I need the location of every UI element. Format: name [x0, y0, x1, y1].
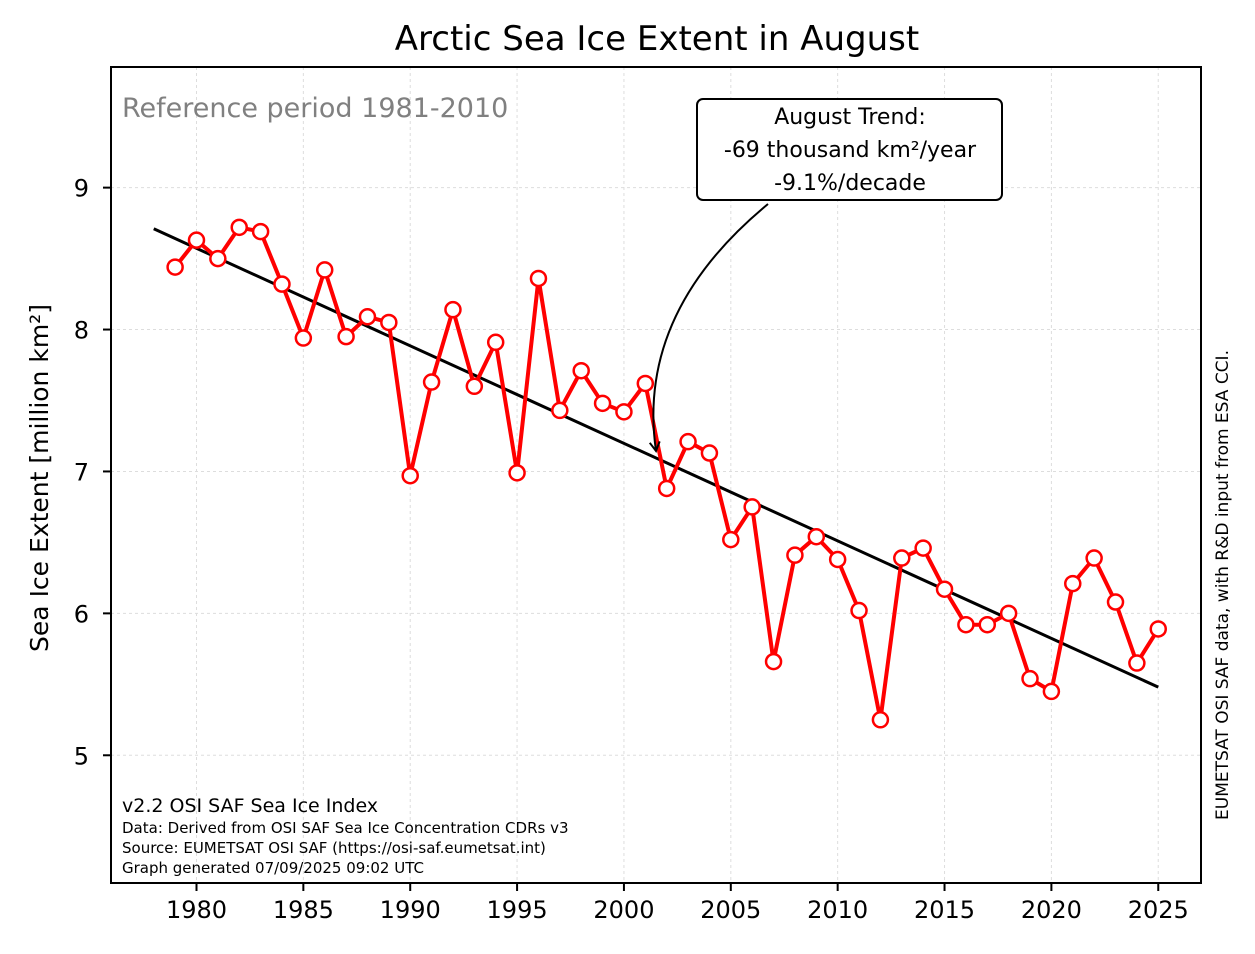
- y-tick-label-7: 7: [74, 458, 89, 486]
- footer-line-data: Data: Derived from OSI SAF Sea Ice Conce…: [122, 819, 569, 837]
- data-point-1983: [251, 222, 270, 241]
- x-tick-label-1985: 1985: [273, 896, 334, 924]
- data-point-2009: [807, 527, 826, 546]
- data-point-2020: [1042, 682, 1061, 701]
- data-point-1996: [529, 269, 548, 288]
- data-point-2008: [786, 546, 804, 564]
- x-tick-label-2025: 2025: [1128, 896, 1189, 924]
- data-point-2004: [700, 444, 719, 462]
- data-point-2005: [722, 530, 740, 549]
- data-point-2012: [871, 711, 890, 729]
- data-point-1998: [572, 361, 590, 380]
- data-point-1982: [230, 218, 248, 237]
- y-tick-label-8: 8: [74, 317, 89, 345]
- data-point-2023: [1106, 593, 1125, 611]
- x-tick-label-2020: 2020: [1021, 896, 1082, 924]
- x-tick-label-2005: 2005: [700, 896, 761, 924]
- series-line-0: [173, 225, 1160, 722]
- footer-line-generated: Graph generated 07/09/2025 09:02 UTC: [122, 859, 424, 877]
- data-point-2010: [828, 550, 847, 569]
- grid-lines: [111, 67, 1201, 883]
- x-tick-label-2015: 2015: [914, 896, 975, 924]
- trend-layer: [153, 227, 1159, 689]
- footer-line-source: Source: EUMETSAT OSI SAF (https://osi-sa…: [122, 839, 546, 857]
- series-layer: [166, 218, 1168, 729]
- data-point-1997: [551, 401, 569, 420]
- data-point-2003: [679, 432, 697, 451]
- data-point-1989: [380, 313, 398, 332]
- side-note: EUMETSAT OSI SAF data, with R&D input fr…: [1213, 350, 1233, 820]
- data-point-2002: [657, 479, 676, 498]
- x-tick-label-1980: 1980: [166, 896, 227, 924]
- x-tick-label-2010: 2010: [807, 896, 868, 924]
- footer-notes: v2.2 OSI SAF Sea Ice Index Data: Derived…: [122, 795, 569, 877]
- y-tick-label-9: 9: [74, 175, 89, 203]
- data-point-1992: [444, 300, 462, 319]
- data-point-1987: [337, 327, 355, 346]
- data-point-1999: [593, 394, 612, 413]
- data-point-2001: [636, 374, 655, 393]
- annotation-line-1: -69 thousand km²/year: [724, 138, 977, 163]
- x-tick-label-1995: 1995: [487, 896, 548, 924]
- trend-annotation: August Trend: -69 thousand km²/year -9.1%/…: [653, 98, 1003, 451]
- plot-frame: [110, 66, 1202, 884]
- data-point-2011: [850, 601, 868, 620]
- x-tick-label-1990: 1990: [380, 896, 441, 924]
- annotation-line-2: -9.1%/decade: [774, 171, 926, 196]
- footer-main: v2.2 OSI SAF Sea Ice Index: [122, 795, 378, 817]
- data-point-1990: [401, 466, 419, 485]
- data-point-1993: [465, 377, 484, 396]
- trend-line: [153, 227, 1159, 689]
- data-point-2006: [743, 498, 761, 516]
- data-point-2024: [1128, 654, 1146, 672]
- x-tick-label-2000: 2000: [593, 896, 654, 924]
- y-axis-label: Sea Ice Extent [million km²]: [25, 304, 54, 652]
- data-point-2022: [1085, 549, 1103, 567]
- data-point-2014: [914, 539, 932, 557]
- annotation-arrow: [653, 203, 769, 451]
- data-point-2013: [893, 549, 911, 567]
- data-point-1981: [209, 249, 227, 268]
- data-point-2019: [1021, 669, 1039, 688]
- data-point-1986: [315, 261, 334, 279]
- y-tick-label-5: 5: [74, 742, 89, 770]
- data-point-1994: [486, 333, 505, 352]
- data-point-1995: [508, 464, 526, 482]
- data-point-1988: [358, 308, 377, 326]
- data-point-2015: [935, 580, 954, 598]
- data-point-2017: [978, 615, 997, 634]
- data-point-2016: [957, 615, 975, 634]
- reference-period-text: Reference period 1981-2010: [122, 93, 508, 124]
- y-tick-label-6: 6: [74, 600, 89, 628]
- data-point-1985: [294, 329, 313, 347]
- data-point-2021: [1064, 574, 1082, 593]
- data-point-1984: [273, 275, 291, 293]
- data-point-2007: [764, 652, 783, 671]
- annotation-box: [696, 98, 1003, 201]
- data-point-2025: [1149, 620, 1168, 638]
- data-point-1980: [187, 231, 206, 249]
- axes-layer: 1980 1985 1990 1995 2000 2005 2010 2015 2020 2025…: [74, 66, 1202, 924]
- data-point-1979: [166, 258, 184, 276]
- annotation-line-0: August Trend:: [774, 105, 926, 130]
- data-point-1991: [422, 373, 441, 391]
- data-point-2018: [999, 604, 1018, 623]
- data-point-2000: [615, 403, 633, 421]
- chart-title: Arctic Sea Ice Extent in August: [395, 19, 919, 59]
